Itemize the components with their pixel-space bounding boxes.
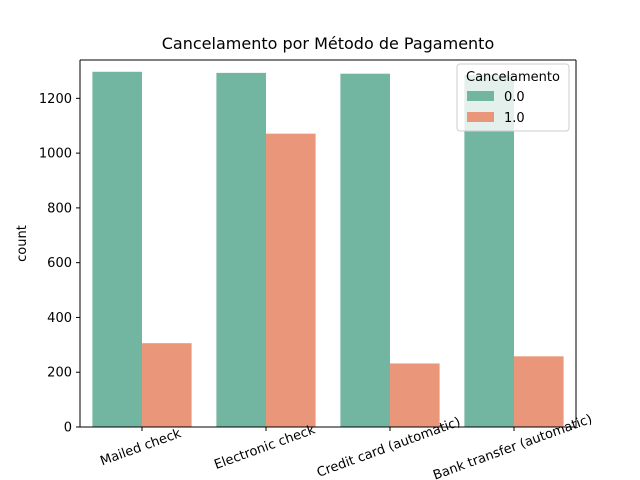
x-tick-label: Electronic check: [212, 422, 317, 473]
y-tick-label: 1200: [39, 92, 72, 107]
bar-0_0-3: [464, 75, 514, 428]
bar-0_0-1: [216, 72, 266, 428]
bar-1_0-2: [390, 363, 440, 427]
legend-swatch: [467, 91, 494, 101]
y-axis-label: count: [15, 225, 30, 262]
legend-title: Cancelamento: [466, 70, 560, 85]
legend-label: 0.0: [504, 90, 525, 105]
y-tick-label: 800: [47, 201, 72, 216]
y-tick-label: 200: [47, 366, 72, 381]
y-tick-label: 0: [64, 421, 72, 436]
y-tick-label: 1000: [39, 147, 72, 162]
y-tick-label: 600: [47, 256, 72, 271]
bar-0_0-2: [340, 73, 390, 427]
chart-title: Cancelamento por Método de Pagamento: [162, 34, 495, 53]
bar-1_0-3: [514, 356, 564, 427]
x-tick-label: Mailed check: [98, 426, 183, 469]
y-tick-label: 400: [47, 311, 72, 326]
legend-swatch: [467, 112, 494, 122]
bar-1_0-0: [142, 343, 192, 427]
bar-1_0-1: [266, 133, 316, 427]
bar-0_0-0: [92, 71, 142, 428]
legend-label: 1.0: [504, 111, 525, 126]
